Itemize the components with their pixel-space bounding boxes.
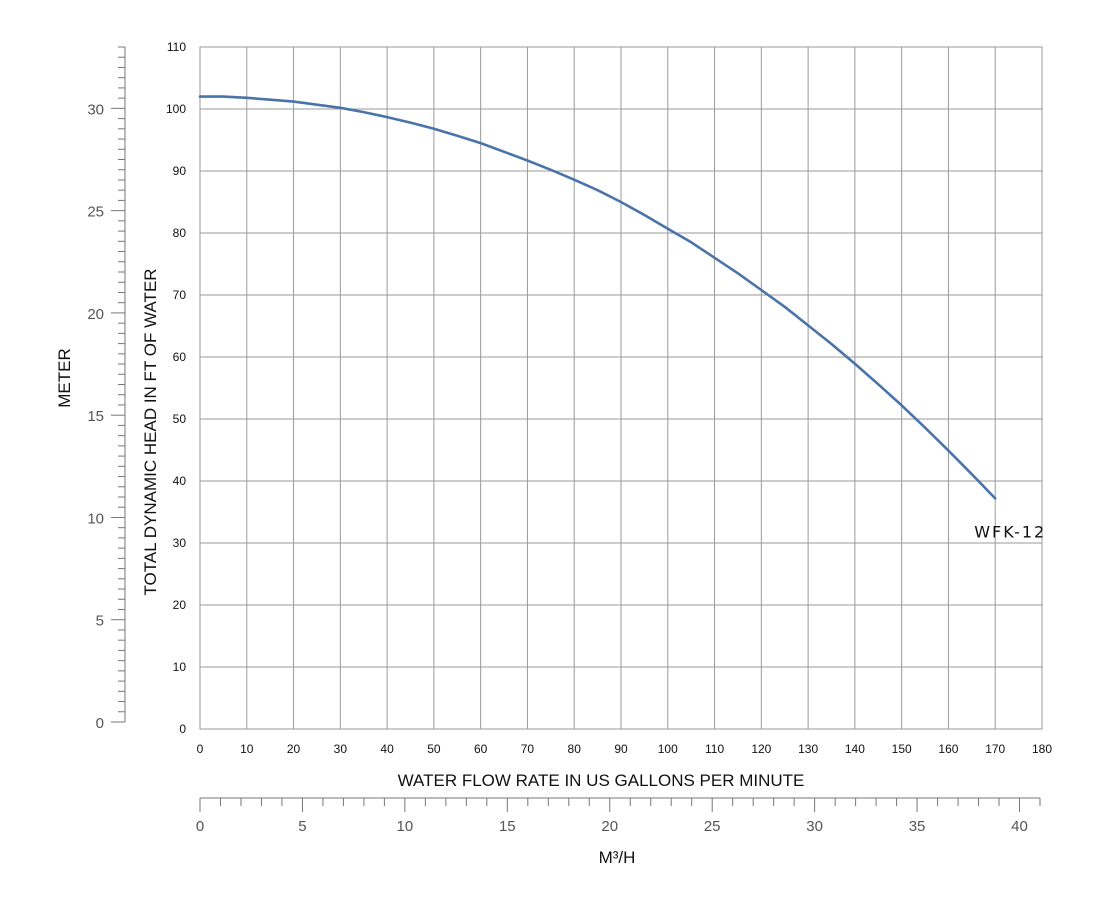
x-tick-label: 100 — [658, 742, 678, 756]
y-tick-label: 40 — [173, 474, 187, 488]
x-tick-label: 120 — [751, 742, 771, 756]
y-tick-label: 30 — [173, 536, 187, 550]
m3h-tick-label: 35 — [909, 818, 926, 835]
series-line-wfk-12 — [198, 95, 997, 500]
m3h-tick-label: 5 — [298, 818, 306, 835]
x-tick-label: 80 — [568, 742, 582, 756]
meter-tick-label: 25 — [87, 204, 104, 221]
x-tick-label: 30 — [334, 742, 348, 756]
m3h-tick-label: 20 — [601, 818, 618, 835]
meter-tick-label: 15 — [87, 408, 104, 425]
grid-lines — [199, 46, 1043, 730]
x-tick-label: 170 — [985, 742, 1005, 756]
m3h-axis: 0 5 10 15 20 25 30 35 40 — [196, 797, 1041, 835]
series-label-wfk-12: WFK-12 — [974, 522, 1046, 541]
series-lines: WFK-12 — [198, 95, 1046, 541]
meter-tick-label: 0 — [96, 715, 104, 732]
meter-axis: 0 5 10 15 20 25 30 — [87, 46, 126, 732]
y-tick-label: 10 — [173, 660, 187, 674]
x-tick-label: 10 — [240, 742, 254, 756]
x-tick-label: 130 — [798, 742, 818, 756]
x-tick-label: 60 — [474, 742, 488, 756]
m3h-tick-label: 15 — [499, 818, 516, 835]
meter-tick-label: 10 — [87, 510, 104, 527]
m3h-tick-label: 25 — [704, 818, 721, 835]
meter-tick-label: 30 — [87, 101, 104, 118]
x-tick-label: 40 — [380, 742, 394, 756]
y-tick-labels: 0 10 20 30 40 50 60 70 80 90 100 110 — [166, 40, 186, 736]
meter-tick-label: 5 — [96, 613, 104, 630]
x-tick-label: 160 — [938, 742, 958, 756]
y-tick-label: 70 — [173, 288, 187, 302]
m3h-tick-label: 10 — [397, 818, 414, 835]
y-tick-label: 20 — [173, 598, 187, 612]
m3h-tick-label: 0 — [196, 818, 204, 835]
y-tick-label: 100 — [166, 102, 186, 116]
x-axis-title: WATER FLOW RATE IN US GALLONS PER MINUTE — [398, 771, 805, 790]
x-tick-label: 110 — [705, 742, 724, 756]
y-tick-label: 60 — [173, 350, 187, 364]
y-axis-title: TOTAL DYNAMIC HEAD IN FT OF WATER — [141, 268, 160, 595]
meter-tick-label: 20 — [87, 306, 104, 323]
y-tick-label: 50 — [173, 412, 187, 426]
y-tick-label: 0 — [179, 722, 186, 736]
x-tick-label: 0 — [197, 742, 204, 756]
x-tick-label: 70 — [521, 742, 535, 756]
x-tick-label: 180 — [1032, 742, 1052, 756]
x-tick-label: 140 — [845, 742, 865, 756]
meter-axis-title: METER — [55, 348, 74, 408]
y-tick-label: 90 — [173, 164, 187, 178]
m3h-tick-label: 40 — [1011, 818, 1028, 835]
x-tick-label: 20 — [287, 742, 301, 756]
x-tick-labels: 0 10 20 30 40 50 60 70 80 90 100 110 120 130 140 150 160… — [197, 742, 1053, 756]
x-tick-label: 90 — [614, 742, 628, 756]
m3h-axis-title: M³/H — [599, 848, 636, 867]
x-tick-label: 50 — [427, 742, 441, 756]
x-tick-label: 150 — [892, 742, 912, 756]
y-tick-label: 110 — [167, 40, 186, 54]
m3h-tick-label: 30 — [806, 818, 823, 835]
y-tick-label: 80 — [173, 226, 187, 240]
